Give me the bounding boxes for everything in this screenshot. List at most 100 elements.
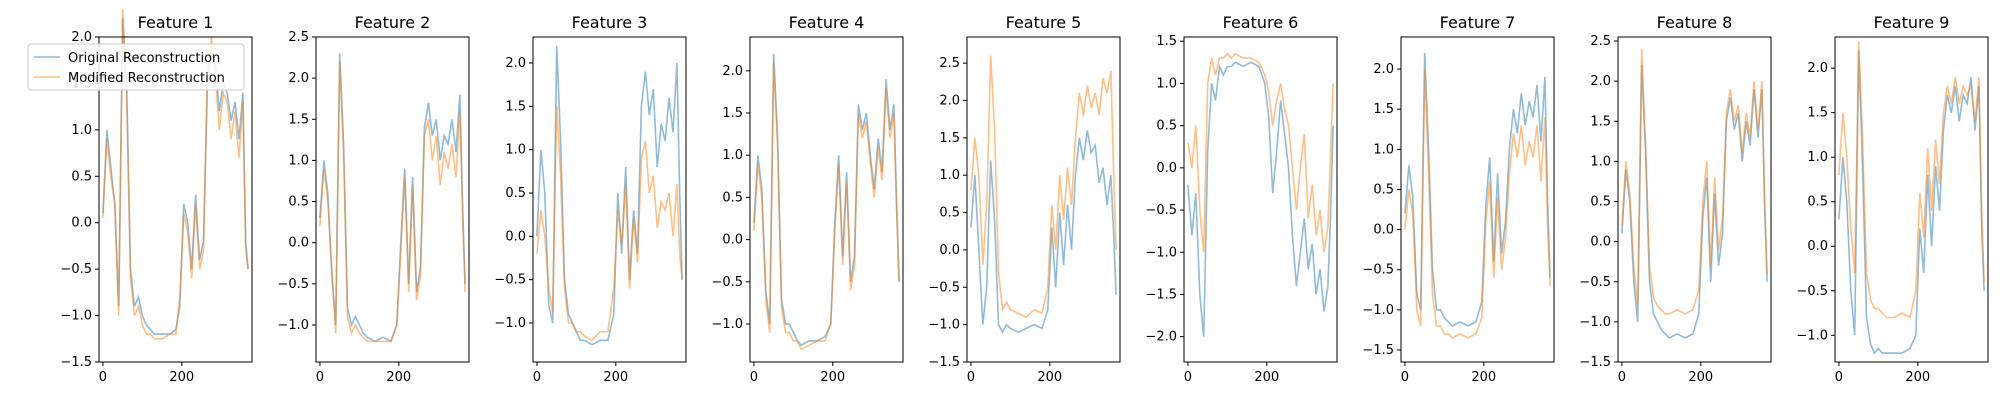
- y-tick-label: 1.0: [722, 148, 743, 163]
- y-tick-label: 2.5: [1590, 34, 1611, 49]
- y-tick-label: 2.0: [722, 64, 743, 79]
- plot-frame: [98, 36, 253, 363]
- y-tick-label: 1.5: [1590, 114, 1611, 129]
- y-tick-label: −1.5: [1362, 343, 1394, 358]
- y-tick-label: 0.0: [1156, 161, 1177, 176]
- x-tick-label: 0: [533, 370, 541, 385]
- series-line-modified: [1404, 69, 1551, 339]
- y-tick-label: 1.5: [505, 99, 526, 114]
- y-tick-label: 0.5: [939, 206, 960, 221]
- y-tick-label: 0.5: [288, 195, 309, 210]
- series-line-original: [536, 45, 683, 346]
- y-tick-label: −0.5: [928, 280, 960, 295]
- panel-title: Feature 4: [789, 13, 865, 32]
- y-tick-label: −1.5: [1145, 287, 1177, 302]
- y-tick-label: 0.0: [1373, 223, 1394, 238]
- y-tick-label: 2.0: [1807, 61, 1828, 76]
- x-tick-label: 200: [1905, 370, 1930, 385]
- y-tick-label: 2.0: [939, 94, 960, 109]
- y-tick-label: −1.5: [1579, 355, 1611, 370]
- y-tick-label: −0.5: [60, 262, 92, 277]
- y-tick-label: 2.0: [505, 56, 526, 71]
- y-tick-label: 2.0: [288, 71, 309, 86]
- x-tick-label: 200: [169, 370, 194, 385]
- plot-frame: [1400, 36, 1555, 363]
- y-tick-label: 1.5: [722, 106, 743, 121]
- y-tick-label: 2.0: [71, 30, 92, 45]
- y-tick-label: 1.5: [939, 131, 960, 146]
- y-tick-label: 2.0: [1373, 62, 1394, 77]
- series-line-modified: [1187, 52, 1334, 253]
- y-tick-label: −1.0: [1362, 303, 1394, 318]
- y-tick-label: 1.5: [1373, 102, 1394, 117]
- legend-box: [27, 43, 245, 91]
- y-tick-label: 0.5: [1156, 119, 1177, 134]
- y-tick-label: −1.0: [1796, 328, 1828, 343]
- y-tick-label: 0.0: [1590, 235, 1611, 250]
- y-tick-label: 2.0: [1590, 74, 1611, 89]
- y-tick-label: 1.0: [505, 143, 526, 158]
- x-tick-label: 200: [386, 370, 411, 385]
- series-line-original: [970, 130, 1117, 334]
- series-line-modified: [536, 106, 683, 342]
- series-line-modified: [319, 61, 466, 343]
- panel-title: Feature 1: [138, 13, 214, 32]
- x-tick-label: 200: [1471, 370, 1496, 385]
- x-tick-label: 0: [1401, 370, 1409, 385]
- plot-frame: [1183, 36, 1338, 363]
- series-line-modified: [1838, 41, 1985, 319]
- y-tick-label: −0.5: [1796, 284, 1828, 299]
- x-tick-label: 200: [603, 370, 628, 385]
- plot-frame: [966, 36, 1121, 363]
- x-tick-label: 200: [1254, 370, 1279, 385]
- y-tick-label: 0.0: [505, 229, 526, 244]
- y-tick-label: 0.5: [505, 186, 526, 201]
- panel-title: Feature 5: [1006, 13, 1082, 32]
- x-tick-label: 0: [750, 370, 758, 385]
- series-line-original: [1838, 50, 1985, 355]
- y-tick-label: −1.5: [928, 355, 960, 370]
- panel-title: Feature 8: [1657, 13, 1733, 32]
- plot-frame: [1834, 36, 1989, 363]
- y-tick-label: −1.0: [928, 318, 960, 333]
- y-tick-label: 0.5: [722, 190, 743, 205]
- y-tick-label: 1.0: [939, 168, 960, 183]
- panel-title: Feature 7: [1440, 13, 1516, 32]
- y-tick-label: −1.0: [494, 316, 526, 331]
- x-tick-label: 0: [316, 370, 324, 385]
- x-tick-label: 200: [1688, 370, 1713, 385]
- y-tick-label: 0.5: [1807, 195, 1828, 210]
- plot-frame: [1617, 36, 1772, 363]
- panel-title: Feature 6: [1223, 13, 1299, 32]
- y-tick-label: 2.5: [939, 56, 960, 71]
- y-tick-label: 0.0: [939, 243, 960, 258]
- plot-frame: [749, 36, 904, 363]
- x-tick-label: 200: [1037, 370, 1062, 385]
- y-tick-label: −1.0: [1579, 315, 1611, 330]
- y-tick-label: 1.0: [1373, 142, 1394, 157]
- series-line-modified: [753, 62, 900, 351]
- plot-frame: [315, 36, 470, 363]
- y-tick-label: 0.0: [1807, 239, 1828, 254]
- y-tick-label: 1.0: [71, 123, 92, 138]
- y-tick-label: 1.0: [288, 153, 309, 168]
- x-tick-label: 0: [99, 370, 107, 385]
- x-tick-label: 200: [820, 370, 845, 385]
- y-tick-label: −0.5: [1579, 275, 1611, 290]
- y-tick-label: 0.0: [71, 216, 92, 231]
- legend-label: Original Reconstruction: [68, 51, 220, 66]
- y-tick-label: 1.0: [1807, 150, 1828, 165]
- series-line-modified: [970, 55, 1117, 319]
- plot-frame: [532, 36, 687, 363]
- series-line-original: [1187, 61, 1334, 337]
- y-tick-label: 0.5: [1590, 195, 1611, 210]
- y-tick-label: −0.5: [277, 277, 309, 292]
- y-tick-label: −0.5: [711, 275, 743, 290]
- y-tick-label: −1.5: [60, 355, 92, 370]
- y-tick-label: 0.5: [71, 169, 92, 184]
- y-tick-label: 1.0: [1156, 76, 1177, 91]
- y-tick-label: 1.0: [1590, 154, 1611, 169]
- y-tick-label: 1.5: [1156, 34, 1177, 49]
